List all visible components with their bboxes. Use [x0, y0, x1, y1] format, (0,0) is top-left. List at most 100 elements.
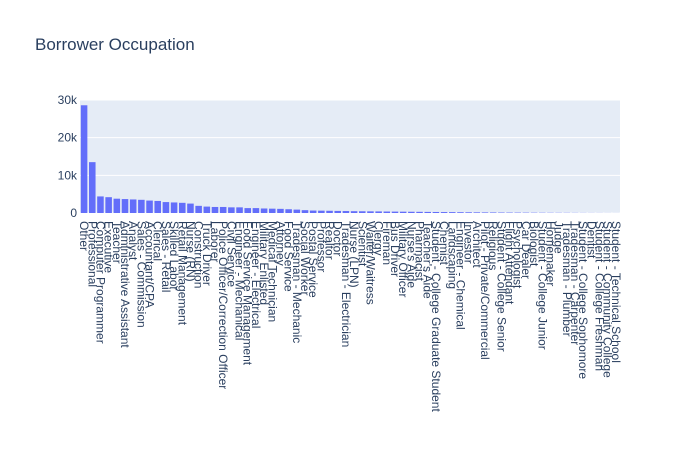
x-tick-label: Engineer - Electrical — [249, 221, 263, 328]
bar[interactable] — [97, 196, 104, 213]
bar[interactable] — [203, 206, 211, 213]
bar[interactable] — [440, 212, 448, 213]
bar[interactable] — [236, 207, 243, 213]
bar[interactable] — [138, 199, 145, 213]
x-tick-label: Administrative Assistant — [118, 221, 132, 348]
plot-background — [80, 100, 620, 213]
bar[interactable] — [89, 162, 96, 213]
bar[interactable] — [457, 212, 464, 213]
y-tick-label: 10k — [58, 168, 78, 182]
x-tick-label: Waiter/Waitress — [363, 221, 377, 305]
x-tick-label: Fireman — [380, 221, 394, 265]
bar[interactable] — [301, 210, 309, 213]
x-tick-label: Skilled Labor — [167, 221, 181, 290]
x-tick-label: Biologist — [527, 221, 541, 267]
x-tick-label: Car Dealer — [519, 221, 533, 279]
bar[interactable] — [473, 212, 481, 213]
x-tick-label: Landscaping — [445, 221, 459, 289]
chart-title: Borrower Occupation — [35, 35, 195, 54]
bar[interactable] — [129, 199, 137, 213]
bar[interactable] — [211, 206, 219, 213]
bar[interactable] — [367, 211, 374, 213]
bar[interactable] — [399, 211, 407, 213]
x-tick-label: Military Enlisted — [257, 221, 271, 305]
bar[interactable] — [334, 210, 341, 213]
bar[interactable] — [228, 207, 235, 213]
x-tick-label: Realtor — [323, 221, 337, 260]
bar[interactable] — [449, 212, 456, 213]
x-tick-label: Food Service Management — [241, 221, 255, 366]
x-tick-label: Accountant/CPA — [143, 221, 157, 308]
bar[interactable] — [269, 208, 276, 213]
bar[interactable] — [326, 210, 333, 213]
bar[interactable] — [113, 198, 121, 213]
x-tick-label: Military Officer — [396, 221, 410, 297]
bar[interactable] — [432, 211, 440, 213]
bar[interactable] — [195, 205, 202, 213]
bar[interactable] — [416, 211, 423, 213]
bar[interactable] — [277, 208, 284, 213]
bars-group — [80, 105, 620, 213]
x-tick-label: Chemist — [437, 221, 451, 266]
x-tick-label: Nurse's Aide — [404, 221, 418, 288]
bar[interactable] — [391, 211, 399, 213]
bar[interactable] — [219, 206, 227, 213]
bar[interactable] — [105, 197, 112, 213]
bar[interactable] — [383, 211, 391, 213]
x-tick-label: Teacher — [110, 221, 124, 264]
x-tick-label: Judge — [552, 221, 566, 254]
bar[interactable] — [465, 212, 472, 213]
x-tick-label: Executive — [102, 221, 116, 273]
x-tick-label: Doctor — [331, 221, 345, 256]
x-tick-label: Student - Community College — [601, 221, 615, 378]
x-tick-label: Attorney — [273, 221, 287, 266]
x-tick-label: Social Worker — [298, 221, 312, 295]
bar[interactable] — [162, 202, 170, 213]
bar[interactable] — [80, 105, 88, 213]
x-tick-label: Other — [77, 221, 91, 251]
bar[interactable] — [342, 211, 350, 213]
x-tick-label: Student - College Graduate Student — [429, 221, 443, 412]
bar[interactable] — [170, 202, 178, 213]
x-tick-label: Professor — [314, 221, 328, 272]
x-tick-label: Flight Attendant — [503, 221, 517, 305]
x-tick-label: Food Service — [282, 221, 296, 292]
bar[interactable] — [121, 199, 129, 213]
y-tick-label: 30k — [58, 93, 78, 107]
x-tick-label: Dentist — [584, 221, 598, 259]
bar[interactable] — [375, 211, 382, 213]
y-axis-ticks: 0 10k 20k 30k — [58, 93, 78, 220]
x-tick-label: Investor — [462, 221, 476, 264]
bar[interactable] — [260, 208, 268, 213]
x-tick-label: Nurse (RN) — [183, 221, 197, 282]
bar[interactable] — [252, 208, 260, 213]
x-tick-label: Religious — [486, 221, 500, 270]
x-tick-label: Student - College Junior — [535, 221, 549, 350]
gridlines — [80, 99, 620, 214]
x-tick-label: Truck Driver — [200, 221, 214, 286]
bar[interactable] — [359, 211, 366, 213]
x-tick-label: Homemaker — [543, 221, 557, 286]
bar[interactable] — [187, 203, 194, 213]
bar[interactable] — [309, 210, 317, 213]
bar[interactable] — [244, 208, 251, 213]
bar[interactable] — [293, 209, 301, 213]
x-tick-label: Sales - Retail — [159, 221, 173, 292]
x-tick-label: Nurse (LPN) — [347, 221, 361, 288]
x-tick-label: Scientist — [355, 221, 369, 267]
x-tick-label: Tradesman - Mechanic — [290, 221, 304, 343]
x-tick-label: Construction — [192, 221, 206, 288]
bar[interactable] — [146, 200, 153, 213]
x-tick-label: Medical Technician — [265, 221, 279, 322]
bar[interactable] — [350, 211, 358, 213]
bar[interactable] — [408, 211, 415, 213]
bar[interactable] — [489, 212, 497, 213]
x-tick-label: Postal Service — [306, 221, 320, 298]
bar[interactable] — [424, 211, 431, 213]
bar[interactable] — [285, 209, 292, 213]
bar[interactable] — [318, 210, 325, 213]
bar[interactable] — [179, 202, 186, 213]
bar[interactable] — [481, 212, 489, 213]
bar[interactable] — [154, 200, 161, 213]
